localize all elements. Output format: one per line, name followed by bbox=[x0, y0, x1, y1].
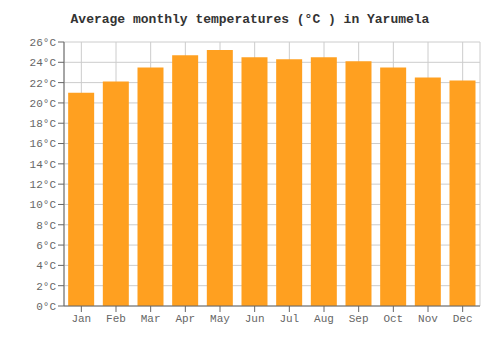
svg-text:Apr: Apr bbox=[175, 313, 195, 325]
svg-text:Oct: Oct bbox=[383, 313, 403, 325]
svg-text:Jun: Jun bbox=[245, 313, 265, 325]
svg-text:2°C: 2°C bbox=[36, 281, 56, 293]
svg-text:24°C: 24°C bbox=[30, 57, 57, 69]
svg-text:26°C: 26°C bbox=[30, 37, 57, 49]
svg-text:14°C: 14°C bbox=[30, 159, 57, 171]
svg-text:Sep: Sep bbox=[349, 313, 369, 325]
svg-text:16°C: 16°C bbox=[30, 138, 57, 150]
svg-text:10°C: 10°C bbox=[30, 199, 57, 211]
svg-text:0°C: 0°C bbox=[36, 301, 56, 313]
svg-text:Jul: Jul bbox=[279, 313, 299, 325]
svg-text:Feb: Feb bbox=[106, 313, 126, 325]
svg-text:Jan: Jan bbox=[71, 313, 91, 325]
svg-text:Nov: Nov bbox=[418, 313, 438, 325]
svg-text:Dec: Dec bbox=[453, 313, 473, 325]
svg-text:6°C: 6°C bbox=[36, 240, 56, 252]
svg-text:22°C: 22°C bbox=[30, 78, 57, 90]
svg-text:20°C: 20°C bbox=[30, 98, 57, 110]
svg-text:18°C: 18°C bbox=[30, 118, 57, 130]
svg-text:12°C: 12°C bbox=[30, 179, 57, 191]
svg-text:May: May bbox=[210, 313, 230, 325]
svg-text:4°C: 4°C bbox=[36, 260, 56, 272]
svg-text:8°C: 8°C bbox=[36, 220, 56, 232]
html-text:Average monthly temperatures (: Average monthly temperatures (°C ) in Ya… bbox=[70, 12, 430, 27]
svg-text:Aug: Aug bbox=[314, 313, 334, 325]
svg-text:Mar: Mar bbox=[141, 313, 161, 325]
